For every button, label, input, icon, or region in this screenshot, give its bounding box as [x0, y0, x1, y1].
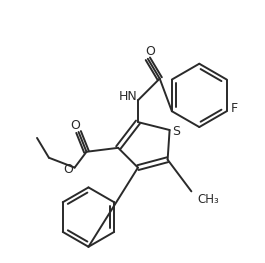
Text: F: F: [231, 102, 238, 115]
Text: CH₃: CH₃: [197, 193, 219, 206]
Text: HN: HN: [119, 90, 138, 103]
Text: O: O: [63, 163, 73, 176]
Text: O: O: [71, 119, 81, 132]
Text: S: S: [173, 125, 180, 139]
Text: O: O: [145, 45, 155, 58]
